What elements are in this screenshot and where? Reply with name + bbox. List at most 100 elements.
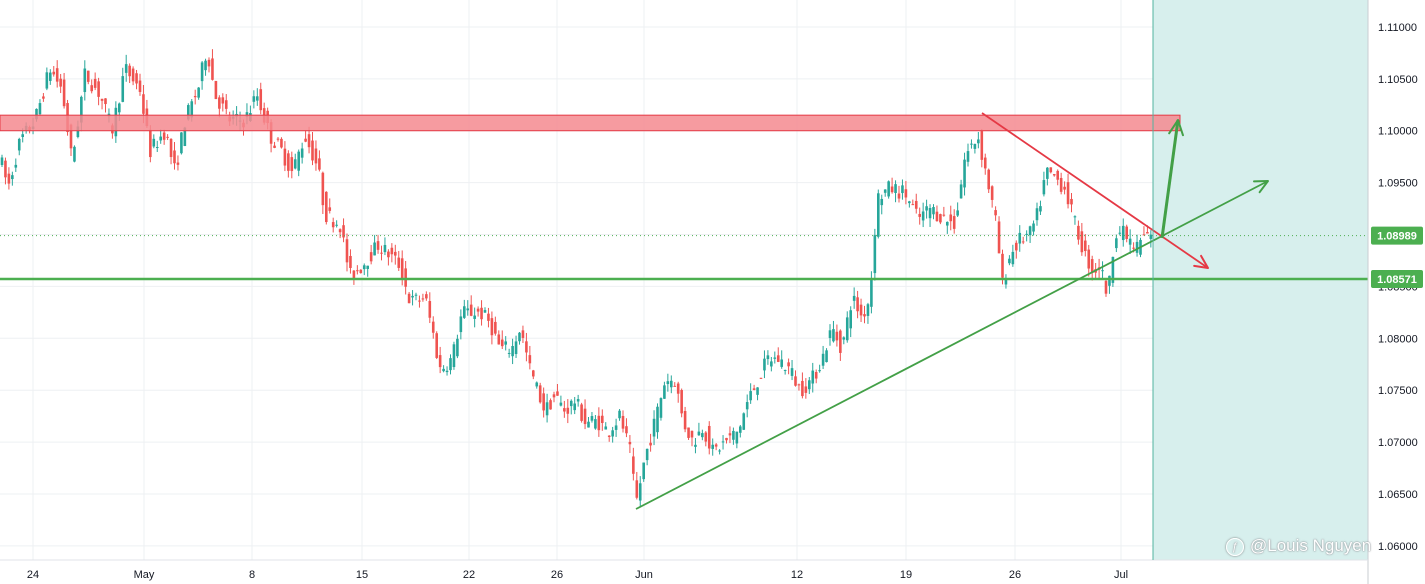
candle-body	[911, 204, 915, 206]
candle-body	[211, 58, 214, 80]
candle-body	[494, 321, 497, 334]
candle-body	[183, 127, 187, 147]
candle-body	[35, 108, 38, 120]
candle-body	[387, 251, 390, 258]
candle-body	[1149, 234, 1153, 239]
candle-body	[880, 198, 884, 206]
breakout-arrow	[1160, 119, 1180, 239]
candle-body	[739, 426, 742, 433]
watermark: ƒ @Louis Nguyen	[1226, 536, 1371, 556]
candle-body	[1070, 198, 1073, 205]
candle-body	[780, 359, 783, 367]
candle-body	[59, 78, 62, 87]
candle-body	[556, 391, 559, 396]
candle-body	[673, 385, 677, 387]
candle-body	[52, 71, 56, 75]
candle-body	[456, 338, 459, 357]
candle-body	[966, 151, 970, 162]
date-tick-label: 19	[900, 569, 912, 581]
candle-body	[942, 214, 946, 216]
candle-body	[887, 181, 890, 197]
candle-body	[839, 330, 842, 353]
candle-body	[342, 225, 345, 238]
candle-body	[328, 207, 332, 211]
candle-body	[725, 437, 728, 441]
candle-body	[325, 191, 328, 223]
candle-body	[159, 136, 162, 141]
candle-body	[811, 370, 815, 384]
candle-body	[742, 413, 746, 430]
candle-body	[828, 330, 832, 338]
author-icon: ƒ	[1226, 538, 1244, 556]
candle-body	[349, 255, 352, 268]
candle-body	[76, 126, 80, 138]
candle-body	[732, 430, 735, 440]
candle-body	[666, 381, 670, 385]
price-axis[interactable]	[1368, 0, 1425, 584]
candle-body	[818, 370, 821, 372]
candle-body	[959, 184, 963, 199]
candle-body	[904, 189, 908, 198]
candle-body	[11, 175, 14, 180]
candle-body	[925, 206, 928, 211]
candle-body	[490, 318, 494, 336]
candle-body	[280, 138, 283, 148]
candle-body	[590, 416, 594, 421]
candle-body	[625, 426, 628, 434]
candle-body	[290, 157, 294, 172]
candle-body	[1104, 280, 1108, 294]
candle-body	[649, 442, 652, 446]
candle-body	[528, 355, 532, 364]
candle-body	[642, 462, 645, 480]
candle-body	[93, 78, 97, 88]
candle-body	[628, 441, 632, 445]
candle-body	[1115, 238, 1118, 249]
candle-body	[932, 207, 935, 215]
candle-body	[45, 72, 49, 89]
candle-body	[466, 308, 470, 311]
candle-body	[397, 257, 401, 268]
candle-body	[287, 153, 290, 171]
candle-body	[1146, 232, 1149, 234]
candle-body	[1042, 180, 1046, 195]
candle-body	[307, 134, 311, 148]
candle-body	[1063, 186, 1066, 190]
candle-body	[1121, 225, 1125, 241]
candle-body	[1028, 226, 1032, 236]
candle-body	[701, 433, 704, 438]
support-price-badge	[1371, 270, 1423, 289]
candle-body	[521, 330, 525, 338]
candle-body	[438, 355, 442, 368]
candle-body	[1080, 231, 1084, 253]
candle-body	[825, 350, 828, 363]
date-tick-label: May	[134, 569, 155, 581]
candle-body	[459, 316, 463, 333]
candle-body	[207, 59, 211, 67]
candle-body	[1035, 208, 1039, 221]
date-tick-label: Jun	[635, 569, 653, 581]
candle-body	[952, 216, 956, 229]
candle-body	[994, 210, 997, 216]
candle-body	[745, 402, 749, 410]
candle-body	[497, 334, 501, 345]
candle-body	[1032, 223, 1035, 232]
candle-body	[597, 415, 601, 431]
descending-trendline-arrowhead	[1193, 254, 1209, 269]
candle-body	[104, 98, 107, 105]
candle-body	[369, 252, 373, 262]
candle-body	[652, 418, 656, 437]
candle-body	[1052, 174, 1056, 176]
candle-body	[656, 406, 659, 433]
candle-body	[218, 97, 221, 109]
date-tick-label: 8	[249, 569, 255, 581]
candle-body	[1021, 241, 1025, 243]
candle-body	[939, 214, 942, 223]
candle-body	[149, 129, 152, 158]
candle-body	[21, 134, 24, 138]
candle-body	[259, 89, 263, 111]
candle-body	[128, 65, 131, 77]
candle-body	[118, 103, 121, 113]
candle-body	[204, 60, 207, 71]
